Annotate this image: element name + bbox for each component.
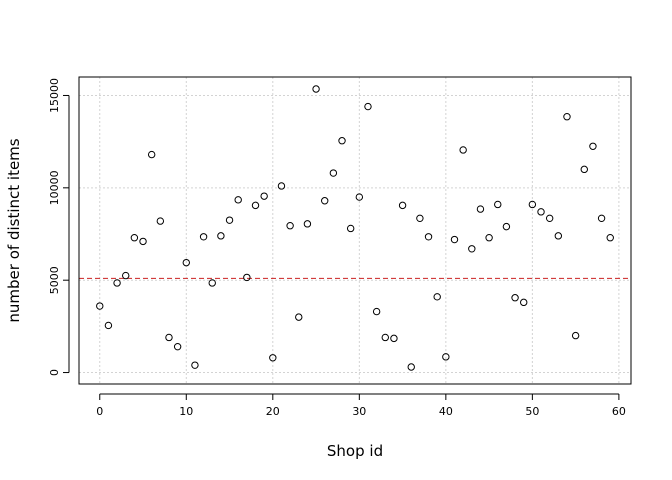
data-point: [130, 234, 139, 242]
grid-lines: [79, 77, 631, 384]
x-tick-label: 0: [96, 405, 103, 418]
data-point: [520, 298, 528, 307]
data-point: [165, 333, 173, 342]
x-tick-label: 10: [179, 405, 193, 418]
data-point: [554, 232, 563, 240]
data-point: [217, 232, 225, 240]
data-point: [450, 235, 459, 244]
data-point: [416, 214, 424, 223]
data-point: [295, 313, 303, 321]
x-axis: 0 10 20 30 40 50 60: [96, 393, 626, 418]
data-point: [606, 234, 614, 242]
data-point: [459, 146, 467, 154]
data-point: [156, 217, 165, 225]
data-point: [468, 245, 476, 253]
data-point: [225, 216, 234, 224]
data-point: [390, 334, 398, 343]
data-point: [407, 363, 415, 371]
data-point: [381, 333, 389, 342]
x-tick-label: 20: [266, 405, 280, 418]
data-point: [364, 102, 372, 111]
data-point: [191, 361, 199, 369]
data-point: [346, 224, 355, 233]
y-axis: 0 5000 10000 15000: [48, 78, 70, 376]
data-point: [329, 169, 338, 177]
data-point: [485, 234, 493, 242]
data-point: [571, 331, 580, 340]
data-point: [580, 165, 588, 174]
data-point: [563, 113, 571, 121]
y-tick-label: 10000: [48, 170, 61, 205]
data-point: [234, 196, 242, 204]
data-point: [433, 293, 441, 301]
data-point: [243, 273, 251, 282]
data-point: [424, 233, 433, 241]
x-axis-title: Shop id: [327, 442, 383, 460]
data-point: [104, 321, 113, 330]
data-point: [303, 220, 312, 228]
x-tick-label: 60: [612, 405, 626, 418]
data-point: [372, 307, 381, 316]
data-point: [537, 208, 545, 216]
data-point: [96, 302, 104, 310]
y-tick-label: 5000: [48, 266, 61, 294]
y-tick-label: 15000: [48, 78, 61, 113]
x-tick-label: 50: [525, 405, 539, 418]
data-point: [139, 237, 147, 246]
data-point: [260, 192, 268, 200]
data-point: [442, 353, 450, 361]
data-point: [269, 354, 277, 362]
data-point: [511, 294, 519, 302]
data-point: [321, 197, 329, 205]
y-axis-title: number of distinct items: [5, 138, 23, 322]
data-point: [277, 182, 286, 190]
plot-frame: [78, 76, 632, 385]
y-tick-label: 0: [48, 369, 61, 376]
data-point: [589, 142, 597, 150]
data-point: [398, 201, 407, 210]
data-point: [113, 279, 121, 287]
data-point: [338, 137, 346, 145]
data-point: [199, 233, 208, 241]
data-point: [597, 214, 606, 223]
data-point: [147, 150, 156, 159]
data-point: [494, 200, 502, 209]
data-point: [173, 342, 182, 351]
x-tick-label: 40: [439, 405, 453, 418]
data-point: [122, 271, 130, 280]
data-point: [528, 200, 537, 209]
data-point: [476, 205, 485, 213]
data-point: [182, 258, 190, 267]
data-point: [545, 214, 554, 223]
data-point: [251, 201, 260, 210]
data-point: [355, 193, 364, 201]
data-points: [96, 85, 614, 371]
data-point: [502, 222, 511, 231]
x-tick-label: 30: [352, 405, 366, 418]
data-point: [312, 85, 320, 93]
data-point: [286, 221, 294, 230]
data-point: [208, 279, 216, 287]
